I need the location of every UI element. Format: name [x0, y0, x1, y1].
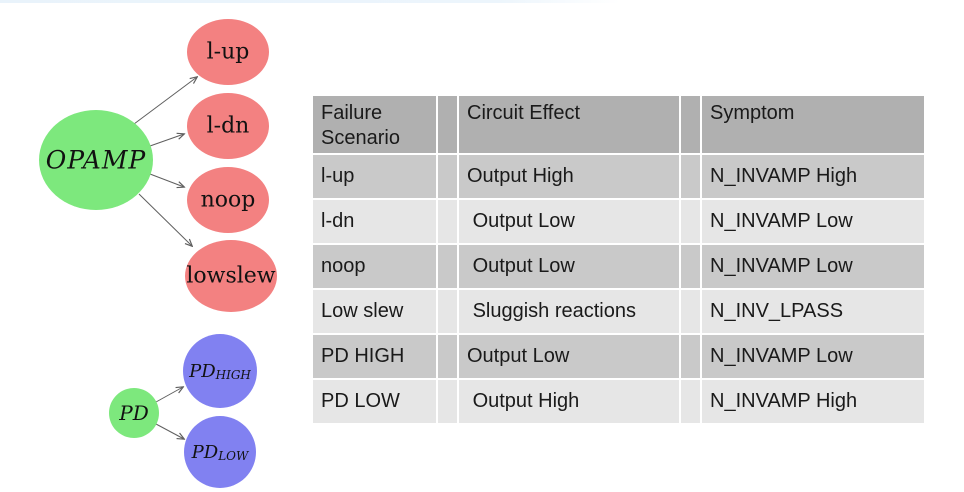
- separator-cell: [681, 200, 700, 243]
- node-pd-low-label: PDLOW: [191, 442, 250, 464]
- header-separator-cell: [438, 96, 457, 153]
- node-noop: [187, 167, 269, 233]
- cell-symptom: N_INV_LPASS: [702, 290, 924, 333]
- separator-cell: [681, 335, 700, 378]
- cell-scenario: Low slew: [313, 290, 436, 333]
- node-pd-low-subscript: LOW: [217, 449, 250, 463]
- cell-symptom: N_INVAMP Low: [702, 245, 924, 288]
- cell-symptom: N_INVAMP High: [702, 380, 924, 423]
- node-lowslew: [185, 240, 277, 312]
- separator-cell: [438, 155, 457, 198]
- cell-scenario: noop: [313, 245, 436, 288]
- node-pd-high-base: PD: [188, 361, 216, 382]
- edge-opamp-l-dn: [149, 134, 184, 147]
- separator-cell: [681, 155, 700, 198]
- node-opamp: [39, 110, 153, 210]
- edge-opamp-noop: [149, 173, 184, 187]
- separator-cell: [438, 200, 457, 243]
- cell-effect: Output Low: [459, 335, 679, 378]
- separator-cell: [438, 380, 457, 423]
- node-noop-label: noop: [201, 188, 256, 213]
- node-pd-low: [184, 416, 256, 488]
- node-pd-label: PD: [118, 401, 149, 425]
- separator-cell: [681, 290, 700, 333]
- cell-scenario: PD LOW: [313, 380, 436, 423]
- edge-pd-pdlow: [155, 423, 184, 439]
- cell-scenario: l-up: [313, 155, 436, 198]
- cell-scenario: l-dn: [313, 200, 436, 243]
- node-pd-low-base: PD: [191, 442, 219, 463]
- node-l-dn: [187, 93, 269, 159]
- node-l-up-label: l-up: [207, 40, 250, 65]
- top-edge-strip: [0, 0, 620, 3]
- table-header-symptom: Symptom: [702, 96, 924, 153]
- node-l-dn-label: l-dn: [207, 114, 250, 139]
- fault-tree-diagram: OPAMP l-up l-dn noop lowslew PD PDHIGH P…: [39, 19, 277, 488]
- node-pd-high-label: PDHIGH: [188, 361, 251, 383]
- node-pd: [109, 388, 159, 438]
- separator-cell: [438, 245, 457, 288]
- cell-symptom: N_INVAMP High: [702, 155, 924, 198]
- cell-effect: Output Low: [459, 200, 679, 243]
- failure-scenario-table: Failure Scenario Circuit Effect Symptom …: [313, 96, 924, 423]
- edge-pd-pdhigh: [155, 387, 183, 403]
- edge-opamp-lowslew: [138, 193, 192, 246]
- cell-effect: Output High: [459, 155, 679, 198]
- node-pd-high: [183, 334, 257, 408]
- table-header-failure-scenario: Failure Scenario: [313, 96, 436, 153]
- node-l-up: [187, 19, 269, 85]
- cell-scenario: PD HIGH: [313, 335, 436, 378]
- cell-effect: Output Low: [459, 245, 679, 288]
- separator-cell: [438, 290, 457, 333]
- node-pd-high-subscript: HIGH: [215, 368, 252, 382]
- separator-cell: [438, 335, 457, 378]
- cell-symptom: N_INVAMP Low: [702, 335, 924, 378]
- separator-cell: [681, 380, 700, 423]
- header-separator-cell: [681, 96, 700, 153]
- cell-symptom: N_INVAMP Low: [702, 200, 924, 243]
- cell-effect: Sluggish reactions: [459, 290, 679, 333]
- edge-opamp-l-up: [133, 77, 197, 125]
- cell-effect: Output High: [459, 380, 679, 423]
- node-opamp-label: OPAMP: [46, 146, 147, 175]
- separator-cell: [681, 245, 700, 288]
- node-lowslew-label: lowslew: [186, 264, 275, 289]
- table-header-circuit-effect: Circuit Effect: [459, 96, 679, 153]
